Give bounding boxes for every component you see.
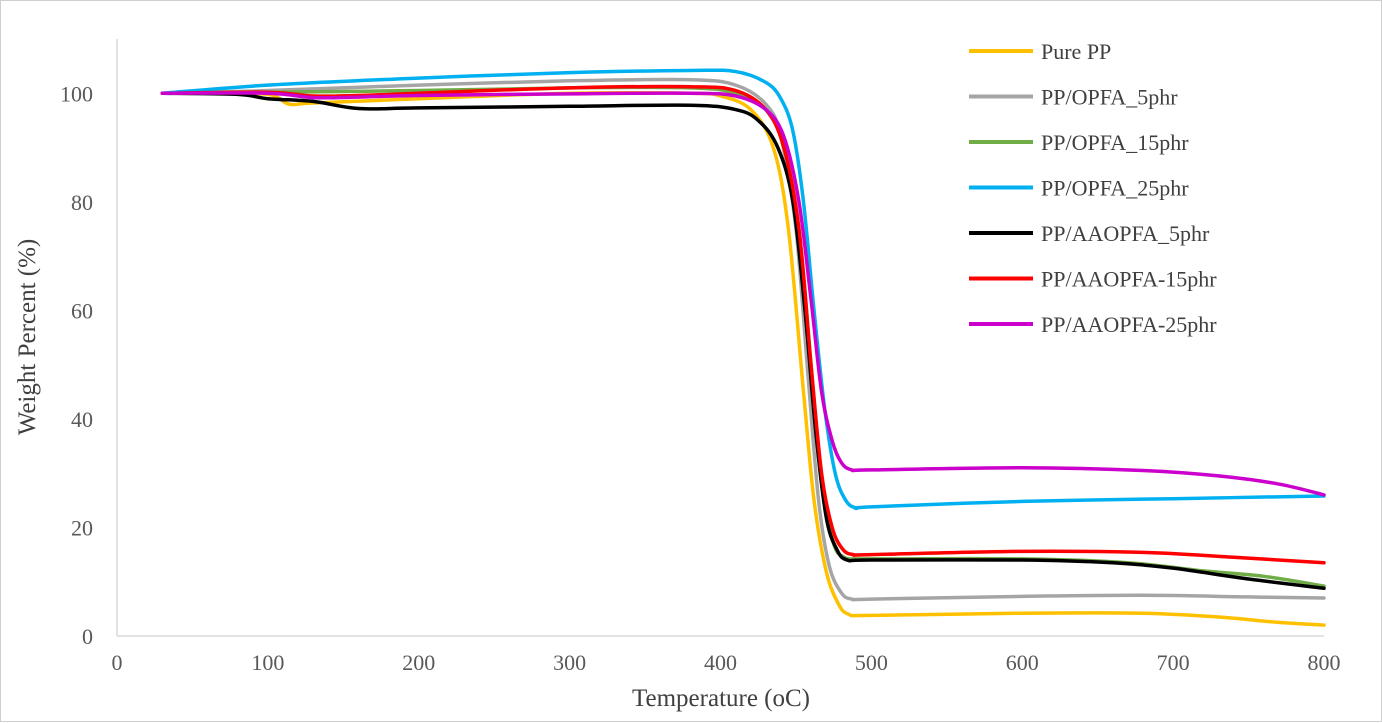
y-tick-label: 80: [71, 190, 93, 215]
series-line-0: [160, 91, 1326, 627]
x-tick-label: 300: [553, 650, 586, 675]
x-tick-label: 500: [855, 650, 888, 675]
y-axis-title: Weight Percent (%): [14, 239, 41, 436]
series-line-3: [160, 68, 1326, 511]
legend: Pure PP PP/OPFA_5phr PP/OPFA_15phr PP/OPFA_…: [969, 39, 1217, 337]
legend-label: PP/AAOPFA_5phr: [1041, 221, 1210, 246]
x-tick-label: 100: [251, 650, 284, 675]
series-line-4: [160, 91, 1326, 590]
series-line-6: [160, 91, 1326, 497]
series-line-1: [160, 77, 1326, 602]
x-axis-title: Temperature (oC): [632, 685, 810, 712]
legend-label: PP/OPFA_25phr: [1041, 176, 1189, 201]
y-tick-label: 20: [71, 515, 93, 540]
x-tick-label: 600: [1006, 650, 1039, 675]
x-tick-labels: 0 100 200 300 400 500 600 700 800: [112, 650, 1341, 675]
legend-label: PP/OPFA_5phr: [1041, 85, 1178, 110]
y-tick-label: 0: [82, 624, 93, 649]
x-tick-label: 400: [704, 650, 737, 675]
plot-lines: [160, 68, 1326, 627]
x-tick-label: 200: [402, 650, 435, 675]
legend-label: PP/AAOPFA-15phr: [1041, 267, 1217, 292]
legend-label: Pure PP: [1041, 39, 1111, 64]
y-tick-labels: 0 20 40 60 80 100: [60, 81, 93, 649]
x-tick-label: 700: [1157, 650, 1190, 675]
legend-label: PP/OPFA_15phr: [1041, 130, 1189, 155]
x-tick-label: 800: [1308, 650, 1341, 675]
x-tick-label: 0: [112, 650, 123, 675]
y-tick-label: 60: [71, 298, 93, 323]
y-tick-label: 100: [60, 81, 93, 106]
y-tick-label: 40: [71, 407, 93, 432]
legend-label: PP/AAOPFA-25phr: [1041, 312, 1217, 337]
